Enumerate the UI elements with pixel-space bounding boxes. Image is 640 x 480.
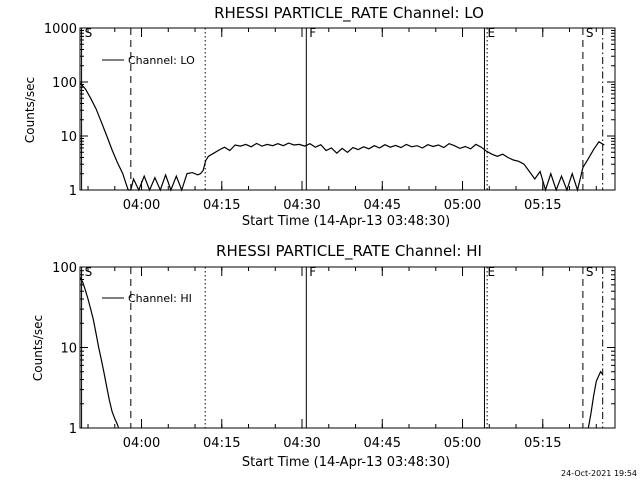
x-tick-label: 04:30	[283, 198, 320, 213]
x-tick-label: 05:15	[524, 436, 561, 451]
x-tick-label: 04:15	[203, 436, 240, 451]
event-marker-label: E	[487, 265, 495, 279]
y-tick-label: 1000	[44, 22, 77, 37]
event-marker-label: S	[586, 265, 594, 279]
x-tick-label: 05:15	[524, 198, 561, 213]
event-marker-label: S	[85, 26, 93, 40]
x-axis-label: Start Time (14-Apr-13 03:48:30)	[242, 455, 450, 470]
series-line	[79, 276, 120, 429]
event-marker-label: S	[85, 265, 93, 279]
y-tick-label: 100	[52, 261, 77, 276]
y-tick-label: 10	[60, 130, 77, 145]
generation-timestamp: 24-Oct-2021 19:54	[561, 469, 637, 478]
chart-panel-lo: RHESSI PARTICLE_RATE Channel: LO Counts/…	[23, 4, 616, 229]
legend-label: Channel: HI	[128, 292, 192, 305]
x-tick-label: 04:30	[283, 436, 320, 451]
y-axis-label: Counts/sec	[23, 77, 37, 143]
plot-area: 1 10 100 04:00 04:15 04:30 04:45 05:00 05:15 S F E S	[52, 261, 616, 451]
series-line	[587, 370, 604, 429]
event-marker-label: F	[309, 265, 316, 279]
plot-frame	[79, 27, 616, 191]
x-tick-label: 04:15	[203, 198, 240, 213]
x-axis-label: Start Time (14-Apr-13 03:48:30)	[242, 214, 450, 229]
x-tick-label: 05:00	[444, 198, 481, 213]
legend-label: Channel: LO	[128, 54, 195, 67]
x-tick-label: 04:00	[123, 436, 160, 451]
event-marker-label: F	[309, 26, 316, 40]
chart-title: RHESSI PARTICLE_RATE Channel: LO	[214, 4, 484, 23]
event-marker-label: E	[487, 26, 495, 40]
y-tick-label: 100	[52, 76, 77, 91]
y-axis-label: Counts/sec	[31, 315, 45, 381]
y-tick-label: 10	[60, 342, 77, 357]
x-tick-label: 04:00	[123, 198, 160, 213]
y-tick-label: 1	[69, 422, 77, 437]
series-line	[79, 82, 605, 193]
chart-panel-hi: RHESSI PARTICLE_RATE Channel: HI Counts/…	[31, 242, 616, 470]
event-marker-label: S	[586, 26, 594, 40]
x-tick-label: 05:00	[444, 436, 481, 451]
plot-area: 1 10 100 1000 04:00 04:15 04:30 04:45 05:00 05:15…	[44, 22, 616, 213]
y-tick-label: 1	[69, 184, 77, 199]
x-tick-label: 04:45	[364, 198, 401, 213]
x-tick-label: 04:45	[364, 436, 401, 451]
chart-title: RHESSI PARTICLE_RATE Channel: HI	[216, 242, 482, 261]
